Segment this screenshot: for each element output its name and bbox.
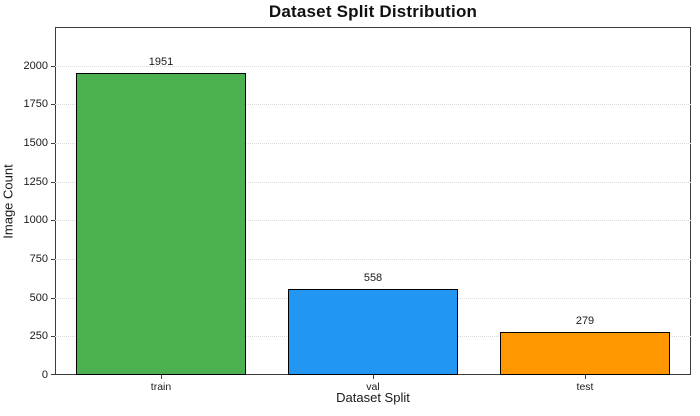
gridline-y-1000 [55,220,691,222]
gridline-y-1750 [55,104,691,106]
y-tick-mark [51,374,55,375]
x-tick-mark [373,375,374,379]
x-tick-mark [585,375,586,379]
y-tick-label: 250 [29,330,48,343]
y-tick-label: 1750 [23,98,48,111]
y-tick-label: 1250 [23,175,48,188]
y-tick-mark [51,65,55,67]
y-tick-mark [51,336,55,338]
gridline-y-2000 [55,65,691,67]
y-tick-label: 1500 [23,137,48,149]
y-tick-mark [51,181,55,183]
y-tick-mark [51,143,55,144]
plot-area [55,27,691,375]
x-axis-label: Dataset Split [336,390,410,405]
bar-value-label-train: 1951 [148,56,174,69]
gridline-y-1250 [55,181,691,183]
bar-train [76,73,246,375]
bar-value-label-val: 558 [363,271,383,284]
x-tick-label-val: val [366,381,380,393]
gridline-y-1500 [55,143,691,144]
bar-val [288,288,458,375]
x-tick-label-train: train [150,381,172,393]
y-tick-label: 500 [29,291,48,304]
y-tick-label: 0 [41,369,48,381]
y-tick-mark [51,297,55,299]
x-tick-label-test: test [576,381,594,393]
bar-test [500,331,670,375]
y-tick-mark [51,259,55,260]
y-tick-label: 2000 [23,59,48,72]
y-tick-label: 1000 [23,214,48,227]
y-axis-label: Image Count [0,164,16,239]
x-tick-mark [161,375,162,379]
y-tick-mark [51,104,55,106]
gridline-y-750 [55,259,691,260]
bar-value-label-test: 279 [575,314,595,327]
y-tick-label: 750 [29,253,48,265]
chart-title: Dataset Split Distribution [268,2,478,21]
y-tick-mark [51,220,55,222]
